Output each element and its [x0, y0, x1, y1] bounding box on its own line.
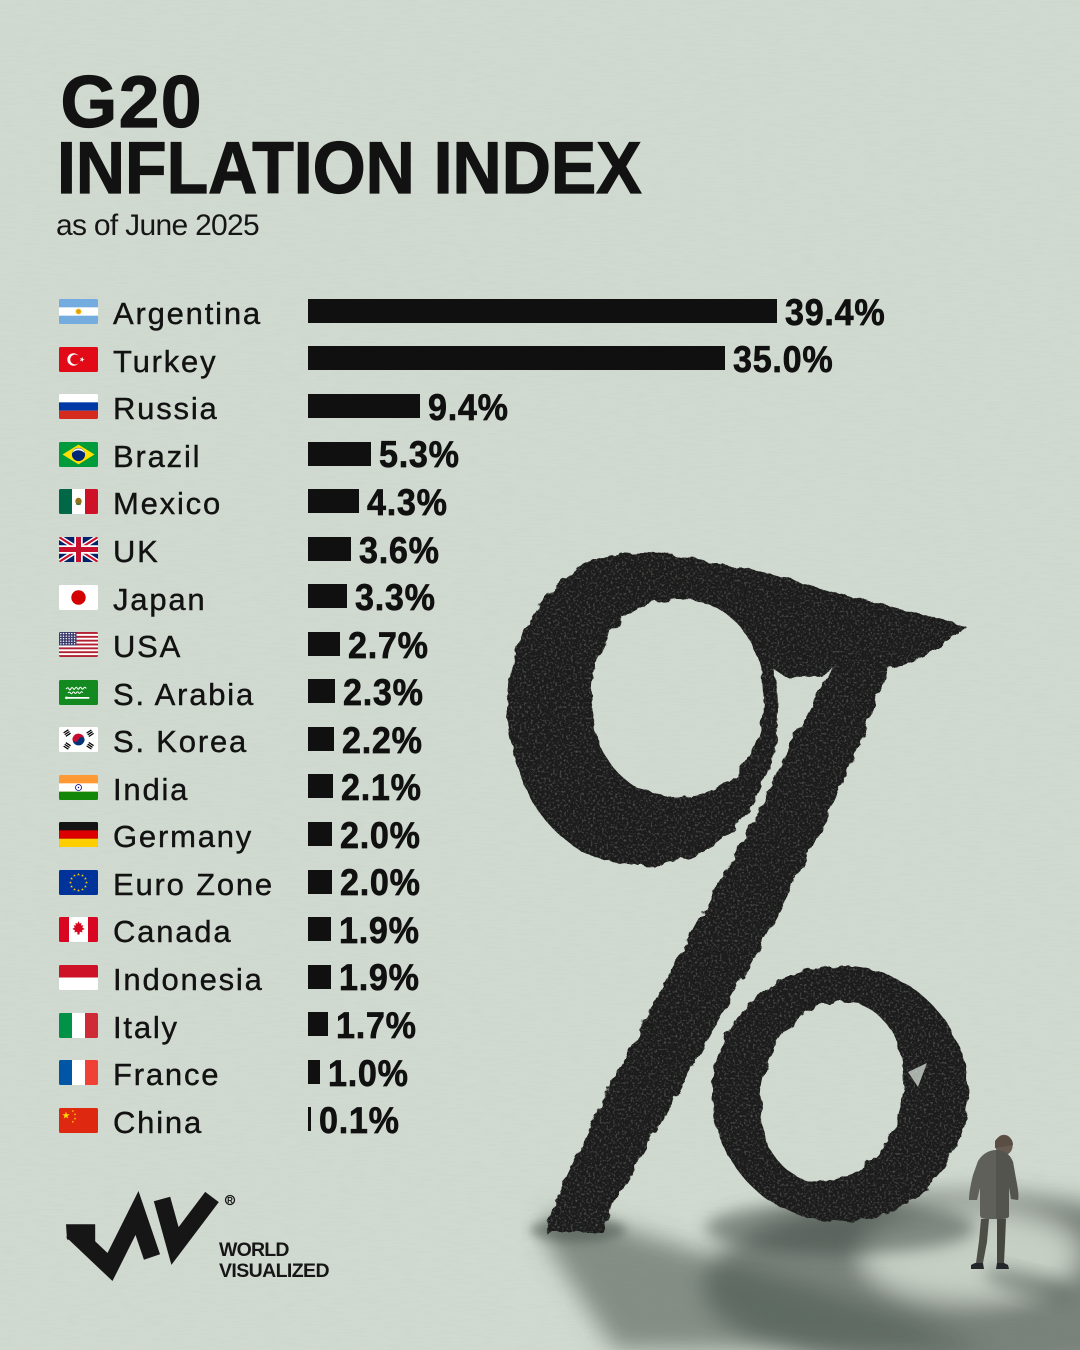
- svg-text:VISUALIZED: VISUALIZED: [219, 1260, 329, 1282]
- svg-text:WORLD: WORLD: [219, 1239, 289, 1261]
- svg-text:R: R: [227, 1196, 233, 1205]
